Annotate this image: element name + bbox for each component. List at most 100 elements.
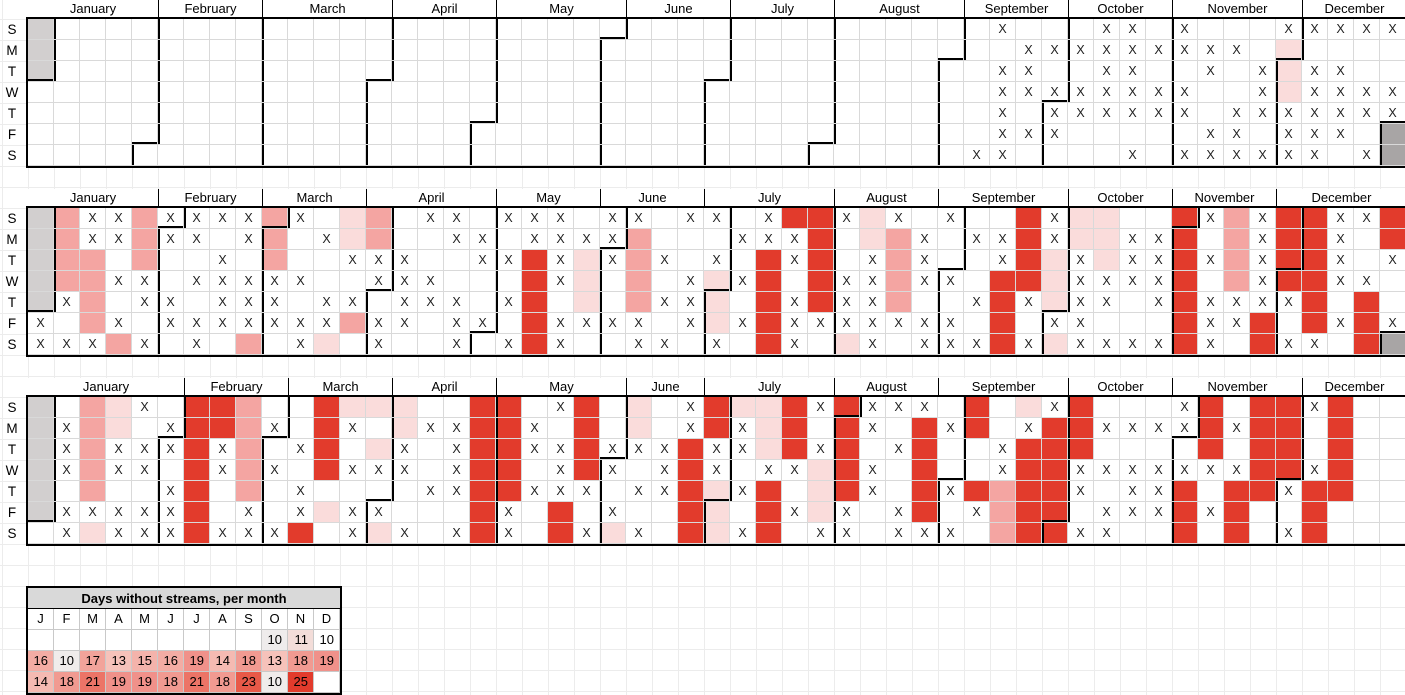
calendar-cell[interactable] [80, 313, 106, 334]
calendar-cell[interactable] [600, 40, 626, 61]
calendar-cell[interactable] [1354, 460, 1380, 481]
calendar-cell[interactable]: X [600, 502, 626, 523]
calendar-cell[interactable] [1172, 292, 1198, 313]
calendar-cell[interactable]: X [418, 418, 444, 439]
calendar-cell[interactable] [912, 418, 938, 439]
calendar-cell[interactable]: X [704, 460, 730, 481]
calendar-cell[interactable] [678, 460, 704, 481]
calendar-cell[interactable] [1068, 439, 1094, 460]
calendar-cell[interactable] [184, 460, 210, 481]
calendar-cell[interactable]: X [782, 229, 808, 250]
calendar-cell[interactable] [236, 418, 262, 439]
calendar-cell[interactable]: X [834, 523, 860, 544]
calendar-cell[interactable] [652, 145, 678, 166]
calendar-cell[interactable]: X [444, 460, 470, 481]
calendar-cell[interactable] [340, 61, 366, 82]
calendar-cell[interactable] [938, 145, 964, 166]
calendar-cell[interactable]: X [1224, 103, 1250, 124]
calendar-cell[interactable] [626, 19, 652, 40]
calendar-cell[interactable] [28, 418, 54, 439]
calendar-cell[interactable]: X [262, 292, 288, 313]
calendar-cell[interactable] [392, 82, 418, 103]
calendar-cell[interactable] [574, 208, 600, 229]
calendar-cell[interactable] [626, 250, 652, 271]
calendar-cell[interactable] [1276, 229, 1302, 250]
calendar-cell[interactable] [756, 292, 782, 313]
calendar-cell[interactable]: X [626, 334, 652, 355]
calendar-cell[interactable] [262, 82, 288, 103]
calendar-cell[interactable]: X [392, 271, 418, 292]
calendar-cell[interactable] [1042, 418, 1068, 439]
calendar-cell[interactable]: X [444, 523, 470, 544]
calendar-cell[interactable]: X [1250, 208, 1276, 229]
calendar-cell[interactable] [938, 397, 964, 418]
calendar-cell[interactable] [106, 334, 132, 355]
calendar-cell[interactable] [1302, 271, 1328, 292]
calendar-cell[interactable] [626, 103, 652, 124]
calendar-cell[interactable]: X [184, 208, 210, 229]
calendar-cell[interactable] [964, 103, 990, 124]
calendar-cell[interactable] [652, 19, 678, 40]
calendar-cell[interactable] [704, 40, 730, 61]
calendar-cell[interactable] [574, 271, 600, 292]
calendar-cell[interactable] [652, 40, 678, 61]
calendar-cell[interactable] [158, 397, 184, 418]
calendar-cell[interactable] [678, 19, 704, 40]
calendar-cell[interactable] [704, 271, 730, 292]
calendar-cell[interactable] [106, 418, 132, 439]
calendar-cell[interactable] [678, 439, 704, 460]
calendar-cell[interactable] [418, 313, 444, 334]
calendar-cell[interactable] [808, 229, 834, 250]
calendar-cell[interactable] [184, 103, 210, 124]
calendar-cell[interactable] [418, 502, 444, 523]
calendar-cell[interactable] [444, 19, 470, 40]
calendar-cell[interactable] [704, 313, 730, 334]
calendar-cell[interactable] [106, 292, 132, 313]
calendar-cell[interactable] [236, 40, 262, 61]
calendar-cell[interactable] [1016, 397, 1042, 418]
calendar-cell[interactable] [704, 103, 730, 124]
calendar-cell[interactable] [834, 418, 860, 439]
calendar-cell[interactable] [1068, 19, 1094, 40]
calendar-cell[interactable] [54, 208, 80, 229]
calendar-cell[interactable]: X [132, 334, 158, 355]
summary-value-cell[interactable]: 18 [210, 672, 236, 693]
calendar-cell[interactable] [1016, 439, 1042, 460]
calendar-cell[interactable]: X [1250, 250, 1276, 271]
calendar-cell[interactable] [1250, 40, 1276, 61]
calendar-cell[interactable]: X [1198, 502, 1224, 523]
calendar-cell[interactable]: X [1224, 124, 1250, 145]
calendar-cell[interactable] [288, 61, 314, 82]
calendar-cell[interactable] [652, 271, 678, 292]
calendar-cell[interactable] [1302, 439, 1328, 460]
calendar-cell[interactable]: X [80, 229, 106, 250]
calendar-cell[interactable] [886, 40, 912, 61]
calendar-cell[interactable] [80, 19, 106, 40]
calendar-cell[interactable] [1250, 313, 1276, 334]
calendar-cell[interactable] [704, 418, 730, 439]
calendar-cell[interactable] [184, 19, 210, 40]
calendar-cell[interactable] [886, 19, 912, 40]
calendar-cell[interactable]: X [1224, 418, 1250, 439]
calendar-cell[interactable]: X [1094, 460, 1120, 481]
calendar-cell[interactable]: X [964, 502, 990, 523]
calendar-cell[interactable] [1380, 292, 1405, 313]
calendar-cell[interactable] [210, 481, 236, 502]
calendar-cell[interactable] [210, 19, 236, 40]
calendar-cell[interactable]: X [236, 502, 262, 523]
calendar-cell[interactable] [54, 481, 80, 502]
calendar-cell[interactable]: X [1120, 460, 1146, 481]
calendar-cell[interactable] [964, 418, 990, 439]
calendar-cell[interactable] [1354, 61, 1380, 82]
calendar-cell[interactable] [1094, 124, 1120, 145]
calendar-cell[interactable] [522, 40, 548, 61]
calendar-cell[interactable] [288, 418, 314, 439]
calendar-cell[interactable] [366, 523, 392, 544]
calendar-cell[interactable] [652, 397, 678, 418]
calendar-cell[interactable] [886, 418, 912, 439]
calendar-cell[interactable]: X [1042, 103, 1068, 124]
calendar-cell[interactable] [54, 397, 80, 418]
calendar-cell[interactable] [782, 481, 808, 502]
calendar-cell[interactable] [522, 313, 548, 334]
calendar-cell[interactable]: X [1042, 229, 1068, 250]
